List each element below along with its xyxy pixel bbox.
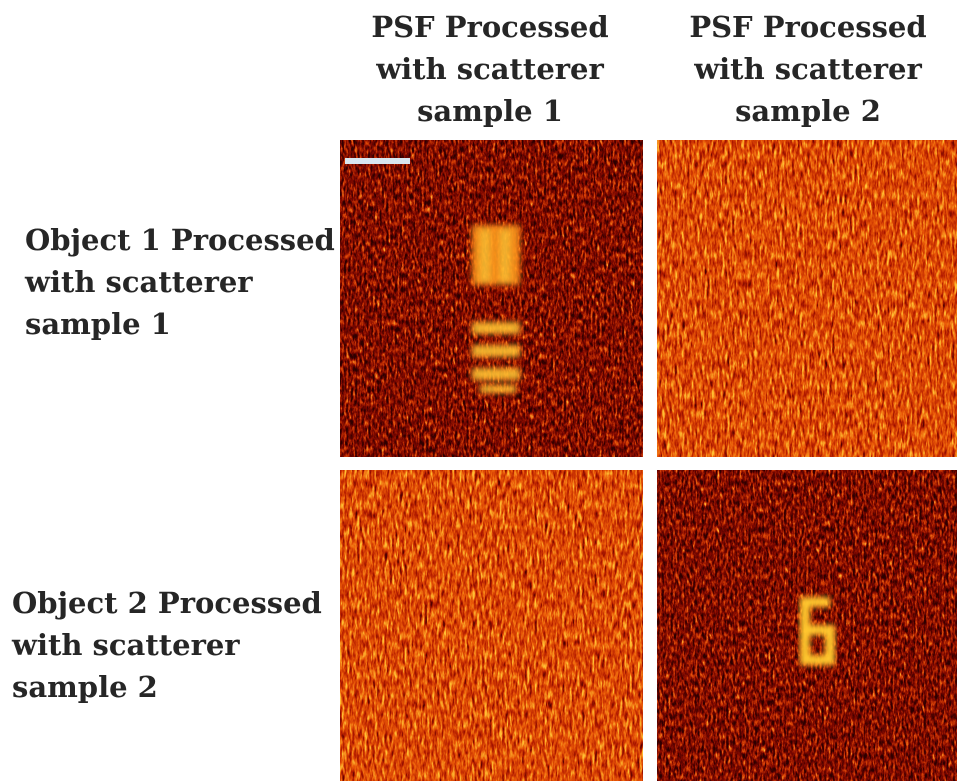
row-label: Object 1 Processed with scatterer sample… [25, 223, 335, 341]
panel-image [340, 140, 643, 457]
bar-pattern [472, 225, 520, 393]
panel-image [657, 140, 957, 457]
scale-bar [345, 158, 410, 164]
digit-pattern [800, 597, 835, 665]
row-label: Object 2 Processed with scatterer sample… [12, 586, 322, 704]
panel-image [340, 470, 643, 781]
column-header: PSF Processed with scatterer sample 2 [689, 10, 927, 128]
column-header: PSF Processed with scatterer sample 1 [371, 10, 609, 128]
